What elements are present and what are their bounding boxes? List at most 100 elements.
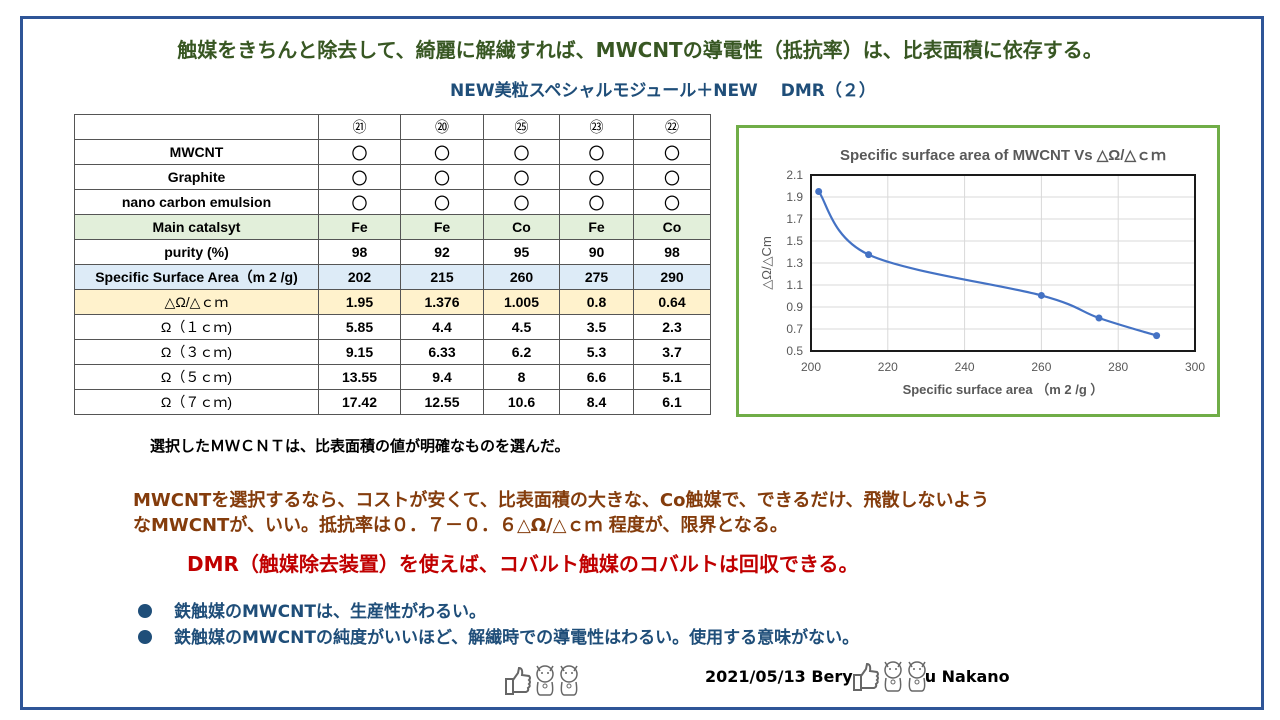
- row-label: Specific Surface Area（m 2 /g): [74, 264, 319, 290]
- conclusion-line-2: なMWCNTが、いい。抵抗率は０．７－０．６△Ω/△ｃｍ 程度が、限界となる。: [133, 515, 788, 536]
- chart: Specific surface area of MWCNT Vs △Ω/△ｃｍ…: [736, 125, 1220, 417]
- table-cell: 0.8: [559, 289, 634, 315]
- bullet-dot-icon: [138, 604, 152, 618]
- row-label: Ω（５ｃｍ): [74, 364, 319, 390]
- table-cell: 6.2: [483, 339, 560, 365]
- dmr-note: DMR（触媒除去装置）を使えば、コバルト触媒のコバルトは回収できる。: [187, 552, 859, 576]
- column-header: ㉕: [483, 114, 560, 140]
- y-tick-label: 0.5: [786, 344, 803, 358]
- thumbs-up-icon: [504, 666, 532, 700]
- table-cell: 5.3: [559, 339, 634, 365]
- table-cell: 〇: [633, 189, 711, 215]
- table-cell: 〇: [633, 164, 711, 190]
- x-tick-label: 200: [801, 360, 821, 374]
- row-label: purity (%): [74, 239, 319, 265]
- table-cell: 4.4: [400, 314, 484, 340]
- table-row: Ω（１ｃｍ) 5.85 4.4 4.5 3.5 2.3: [74, 314, 711, 340]
- table-cell: Fe: [400, 214, 484, 240]
- table-cell: 202: [318, 264, 401, 290]
- table-cell: 8.4: [559, 389, 634, 415]
- conclusion-line-1: MWCNTを選択するなら、コストが安くて、比表面積の大きな、Co触媒で、できるだ…: [133, 490, 990, 511]
- x-tick-label: 240: [955, 360, 975, 374]
- table-cell: 5.85: [318, 314, 401, 340]
- table-cell: 〇: [318, 164, 401, 190]
- chart-svg: Specific surface area of MWCNT Vs △Ω/△ｃｍ…: [759, 147, 1205, 397]
- table-cell: 4.5: [483, 314, 560, 340]
- column-header: ⑳: [400, 114, 484, 140]
- y-tick-label: 1.9: [786, 190, 803, 204]
- signature-left: 2021/05/13 Bery: [705, 667, 853, 686]
- signature: 2021/05/13 Bery u Nakano: [705, 667, 1010, 686]
- table-row: Ω（７ｃｍ) 17.42 12.55 10.6 8.4 6.1: [74, 389, 711, 415]
- table-cell: Fe: [559, 214, 634, 240]
- y-tick-label: 1.5: [786, 234, 803, 248]
- data-point: [1095, 314, 1103, 322]
- table-row: Main catalsyt Fe Fe Co Fe Co: [74, 214, 711, 240]
- thumbs-up-icon: [852, 662, 880, 696]
- table-cell: 275: [559, 264, 634, 290]
- table-cell: 3.5: [559, 314, 634, 340]
- y-tick-label: 0.7: [786, 322, 803, 336]
- bullet-item: 鉄触媒のMWCNTの純度がいいほど、解繊時での導電性はわるい。使用する意味がない…: [138, 623, 859, 648]
- x-tick-label: 220: [878, 360, 898, 374]
- table-cell: 〇: [559, 164, 634, 190]
- table-cell: 5.1: [633, 364, 711, 390]
- y-tick-label: 1.7: [786, 212, 803, 226]
- table-cell: 95: [483, 239, 560, 265]
- bullet-text: 鉄触媒のMWCNTの純度がいいほど、解繊時での導電性はわるい。使用する意味がない…: [174, 628, 860, 648]
- icon-group: [504, 662, 580, 700]
- table-row: nano carbon emulsion 〇〇〇〇〇: [74, 189, 711, 215]
- x-tick-label: 300: [1185, 360, 1205, 374]
- table-cell: 10.6: [483, 389, 560, 415]
- icon-group: [852, 658, 928, 696]
- table-cell: 6.33: [400, 339, 484, 365]
- y-tick-label: 0.9: [786, 300, 803, 314]
- table-cell: 6.6: [559, 364, 634, 390]
- table-cell: 〇: [400, 189, 484, 215]
- data-point: [815, 188, 823, 195]
- column-header: [74, 114, 319, 140]
- table-cell: 12.55: [400, 389, 484, 415]
- x-tick-label: 280: [1108, 360, 1128, 374]
- row-label: Ω（３ｃｍ): [74, 339, 319, 365]
- table-cell: 1.376: [400, 289, 484, 315]
- column-header: ㉒: [633, 114, 711, 140]
- table-cell: 98: [318, 239, 401, 265]
- signature-right: u Nakano: [924, 667, 1010, 686]
- table-row: Ω（３ｃｍ) 9.15 6.33 6.2 5.3 3.7: [74, 339, 711, 365]
- table-cell: 98: [633, 239, 711, 265]
- table-row: MWCNT 〇〇〇〇〇: [74, 139, 711, 165]
- table-cell: 9.15: [318, 339, 401, 365]
- table-cell: 8: [483, 364, 560, 390]
- plot-area: [810, 174, 1196, 352]
- table-cell: 〇: [559, 139, 634, 165]
- y-tick-label: 1.1: [786, 278, 803, 292]
- slide-frame: [20, 16, 1264, 710]
- row-label: MWCNT: [74, 139, 319, 165]
- row-label: nano carbon emulsion: [74, 189, 319, 215]
- table-cell: Fe: [318, 214, 401, 240]
- table-cell: 〇: [483, 189, 560, 215]
- table-cell: 3.7: [633, 339, 711, 365]
- lucky-cat-icon: [882, 658, 904, 696]
- table-cell: 215: [400, 264, 484, 290]
- x-axis-label: Specific surface area （m 2 /g ）: [903, 382, 1104, 397]
- series-line: [817, 190, 1157, 337]
- table-cell: 290: [633, 264, 711, 290]
- table-cell: 6.1: [633, 389, 711, 415]
- table-row: Ω（５ｃｍ) 13.55 9.4 8 6.6 5.1: [74, 364, 711, 390]
- table-row: Graphite 〇〇〇〇〇: [74, 164, 711, 190]
- table-cell: 2.3: [633, 314, 711, 340]
- table-cell: 9.4: [400, 364, 484, 390]
- y-tick-label: 1.3: [786, 256, 803, 270]
- data-point: [1153, 332, 1161, 340]
- row-label: Ω（１ｃｍ): [74, 314, 319, 340]
- table-cell: 90: [559, 239, 634, 265]
- bullet-item: 鉄触媒のMWCNTは、生産性がわるい。: [138, 597, 486, 622]
- table-cell: Co: [483, 214, 560, 240]
- table-cell: 〇: [318, 189, 401, 215]
- data-point: [865, 251, 873, 259]
- table-cell: 1.005: [483, 289, 560, 315]
